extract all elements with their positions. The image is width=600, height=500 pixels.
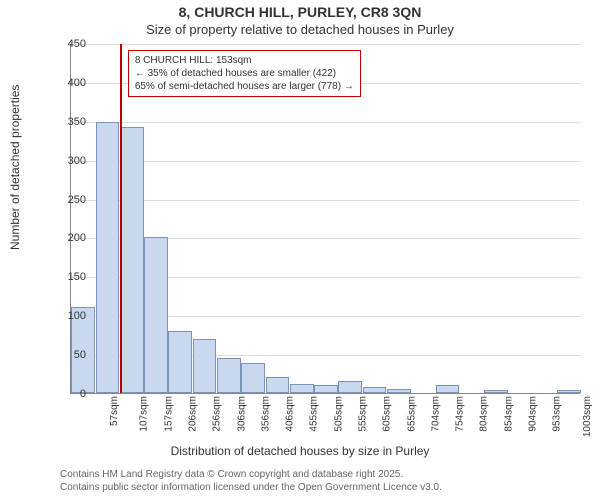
attribution-line-1: Contains HM Land Registry data © Crown c…: [60, 468, 442, 481]
x-tick: 505sqm: [333, 396, 344, 432]
x-tick: 655sqm: [406, 396, 417, 432]
bar: [484, 390, 508, 393]
x-tick: 256sqm: [212, 396, 223, 432]
x-tick: 306sqm: [236, 396, 247, 432]
x-tick: 704sqm: [430, 396, 441, 432]
x-tick: 57sqm: [109, 396, 120, 426]
bar: [120, 127, 144, 393]
bar: [96, 122, 120, 393]
x-tick: 555sqm: [358, 396, 369, 432]
bar: [387, 389, 411, 393]
bar: [266, 377, 290, 393]
y-tick: 50: [46, 349, 86, 361]
attribution-text: Contains HM Land Registry data © Crown c…: [60, 468, 442, 494]
x-tick: 455sqm: [309, 396, 320, 432]
x-tick: 754sqm: [455, 396, 466, 432]
annotation-line-2: ← 35% of detached houses are smaller (42…: [135, 67, 354, 80]
plot-area: 8 CHURCH HILL: 153sqm ← 35% of detached …: [70, 44, 580, 394]
x-tick: 804sqm: [479, 396, 490, 432]
x-tick: 953sqm: [552, 396, 563, 432]
x-tick: 107sqm: [139, 396, 150, 432]
y-tick: 200: [46, 232, 86, 244]
x-tick: 854sqm: [503, 396, 514, 432]
annotation-box: 8 CHURCH HILL: 153sqm ← 35% of detached …: [128, 50, 361, 97]
marker-line: [120, 44, 122, 393]
bar: [314, 385, 338, 393]
x-tick: 1003sqm: [582, 396, 593, 437]
annotation-line-3: 65% of semi-detached houses are larger (…: [135, 80, 354, 93]
y-tick: 350: [46, 116, 86, 128]
bar: [436, 385, 460, 393]
attribution-line-2: Contains public sector information licen…: [60, 481, 442, 494]
bar: [144, 237, 168, 393]
bar: [363, 387, 387, 393]
x-tick: 605sqm: [382, 396, 393, 432]
y-tick: 400: [46, 77, 86, 89]
x-axis-label: Distribution of detached houses by size …: [0, 444, 600, 458]
x-tick: 904sqm: [528, 396, 539, 432]
x-tick: 406sqm: [285, 396, 296, 432]
bar: [241, 363, 265, 393]
y-tick: 250: [46, 194, 86, 206]
annotation-line-1: 8 CHURCH HILL: 153sqm: [135, 54, 354, 67]
y-tick: 300: [46, 155, 86, 167]
bar: [557, 390, 581, 393]
chart-subtitle: Size of property relative to detached ho…: [0, 22, 600, 37]
x-tick: 206sqm: [188, 396, 199, 432]
bar: [168, 331, 192, 393]
y-tick: 150: [46, 271, 86, 283]
bar: [338, 381, 362, 393]
bar: [290, 384, 314, 393]
y-tick: 100: [46, 310, 86, 322]
x-tick: 157sqm: [163, 396, 174, 432]
y-tick: 450: [46, 38, 86, 50]
bar: [217, 358, 241, 393]
bar: [193, 339, 217, 393]
y-tick: 0: [46, 388, 86, 400]
chart-title: 8, CHURCH HILL, PURLEY, CR8 3QN: [0, 4, 600, 20]
x-tick: 356sqm: [260, 396, 271, 432]
y-axis-label: Number of detached properties: [8, 85, 22, 250]
